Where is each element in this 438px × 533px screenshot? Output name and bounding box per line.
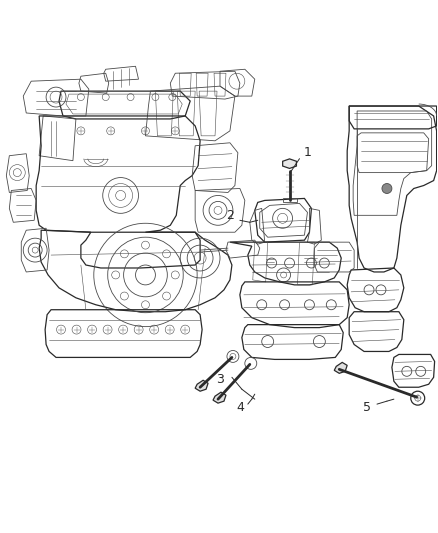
Polygon shape — [213, 392, 226, 403]
Text: 4: 4 — [236, 401, 244, 414]
Text: 3: 3 — [216, 373, 224, 386]
Text: 5: 5 — [363, 401, 371, 414]
Polygon shape — [283, 159, 297, 168]
Text: 1: 1 — [304, 146, 311, 159]
Polygon shape — [195, 380, 208, 391]
Polygon shape — [334, 362, 347, 373]
Circle shape — [382, 183, 392, 193]
Text: 2: 2 — [226, 209, 234, 222]
